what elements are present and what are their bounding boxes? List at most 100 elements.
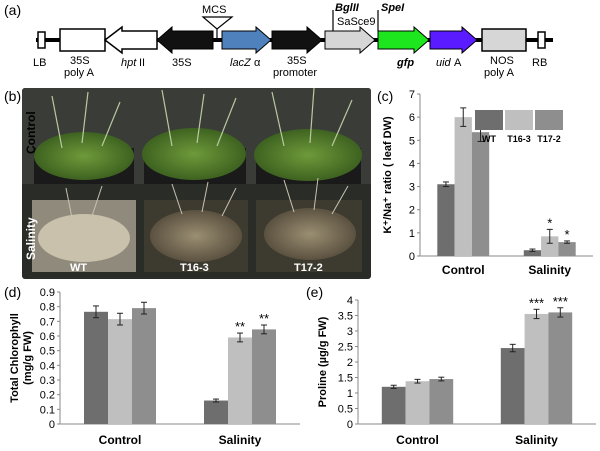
y-axis-label-line1: Total Chlorophyll <box>9 313 21 403</box>
lb-label: LB <box>33 57 46 69</box>
plant-photo-drawing <box>22 88 371 279</box>
category-label: Salinity <box>219 433 262 447</box>
y-axis-label: K⁺/Na⁺ ratio ( leaf DW) <box>382 116 394 234</box>
y-tick-label: 1 <box>347 388 353 400</box>
bar-t17-2-salinity <box>548 312 573 424</box>
bar-t17-2-control <box>471 132 490 256</box>
y-tick-label: 2.5 <box>338 342 353 354</box>
panel-letter-c: (c) <box>377 88 394 104</box>
mcs-marker <box>201 16 234 30</box>
legend-label-wt: WT <box>482 134 496 144</box>
hpt-arrow <box>103 25 158 55</box>
35s-promoter-label-line2: promoter <box>273 67 317 79</box>
gfp-arrow <box>377 25 430 55</box>
nos-label-line2: poly A <box>484 67 515 79</box>
chart-c: 0 1 2 3 4 5 6 7 Control * * Salinity K⁺/Na⁺ ratio ( … <box>382 89 593 277</box>
legend-label-t16-3: T16-3 <box>507 134 531 144</box>
y-tick-label: 7 <box>409 89 415 101</box>
significance-marker: * <box>547 215 552 230</box>
plant-photo: Control Salinity WT T16-3 T17-2 <box>22 88 371 279</box>
panel-letter-e: (e) <box>306 284 324 300</box>
y-tick-label: 0.7 <box>40 316 55 328</box>
y-axis-label: Proline (µg/g FW) <box>317 316 329 407</box>
35s-polya-label-line2: poly A <box>64 67 95 79</box>
mcs-label: MCS <box>202 4 226 16</box>
bar-wt-salinity <box>523 250 542 256</box>
y-tick-label: 1.5 <box>338 373 353 385</box>
lacz-label-italic: lacZ <box>230 57 252 69</box>
y-tick-label: 5 <box>409 135 415 147</box>
label-t16-3: T16-3 <box>180 262 209 274</box>
sasce9-label: SaSce9 <box>337 16 376 28</box>
lacz-arrow <box>221 25 272 55</box>
category-label: Salinity <box>515 433 558 447</box>
bar-t16-3-control <box>108 319 132 424</box>
bar-wt-control <box>437 184 455 256</box>
35s-promoter-arrow <box>271 25 323 55</box>
y-tick-label: 0.5 <box>40 346 55 358</box>
bar-t17-2-control <box>429 379 454 424</box>
panel-letter-a: (a) <box>4 2 22 18</box>
y-tick-label: 2 <box>347 357 353 369</box>
y-tick-label: 3 <box>347 326 353 338</box>
category-label: Control <box>442 263 485 277</box>
bar-t17-2-control <box>132 308 156 424</box>
significance-marker: * <box>565 227 570 242</box>
bar-wt-salinity <box>204 400 228 424</box>
category-label: Salinity <box>528 263 571 277</box>
gfp-label: gfp <box>396 57 414 69</box>
y-tick-label: 4 <box>409 158 415 170</box>
bglii-label: BglII <box>335 2 360 14</box>
uida-label-suffix: A <box>454 57 462 69</box>
y-tick-label: 0.3 <box>40 375 55 387</box>
y-tick-label: 2 <box>409 205 415 217</box>
construct-diagram: LB 35S poly A hpt II 35S MCS lacZ α 35S … <box>33 2 553 79</box>
bar-t17-2-salinity <box>558 242 576 256</box>
label-wt: WT <box>70 262 88 274</box>
y-tick-label: 0.5 <box>338 404 353 416</box>
y-tick-label: 6 <box>409 112 415 124</box>
bar-t16-3-salinity <box>541 236 559 256</box>
legend-swatch-t17-2 <box>535 110 563 130</box>
y-tick-label: 3.5 <box>338 311 353 323</box>
chart-e: 0 0.5 1 1.5 2 2.5 3 3.5 4 Control *** *** Salinity Pr… <box>317 294 596 447</box>
panel-letter-b: (b) <box>4 88 22 104</box>
uida-label-italic: uid <box>436 57 452 69</box>
y-tick-label: 0 <box>409 251 415 263</box>
y-axis-label-line2: (mg/g FW) <box>22 331 34 385</box>
y-tick-label: 4 <box>347 295 353 307</box>
bar-t16-3-salinity <box>524 313 549 424</box>
35s-label: 35S <box>172 57 192 69</box>
y-tick-label: 0.6 <box>40 331 55 343</box>
nos-label-line1: NOS <box>490 55 514 67</box>
lb-border-box <box>37 31 46 49</box>
bar-wt-salinity <box>500 348 525 424</box>
y-tick-label: 0.2 <box>40 390 55 402</box>
y-tick-label: 3 <box>409 182 415 194</box>
legend-swatch-wt <box>475 110 503 130</box>
legend-label-t17-2: T17-2 <box>537 134 561 144</box>
bar-t17-2-salinity <box>252 329 276 424</box>
sasce9-arrow <box>324 25 376 55</box>
chart-d: 0 0.1 0.2 0.3 0.4 0.5 0.6 0.7 0.8 0.9 Control ** ** S… <box>9 287 300 447</box>
rb-border-box <box>537 31 546 49</box>
spei-label: SpeI <box>381 2 405 14</box>
35s-polya-box <box>59 28 106 52</box>
hpt-label-italic: hpt <box>121 57 137 69</box>
uida-arrow <box>429 25 478 55</box>
y-tick-label: 0.9 <box>40 287 55 299</box>
legend-swatch-t16-3 <box>505 110 533 130</box>
nos-polya-box <box>481 28 527 52</box>
hpt-label-suffix: II <box>139 57 145 69</box>
row-label-control: Control <box>24 111 38 154</box>
significance-marker: *** <box>529 295 544 310</box>
bar-wt-control <box>381 386 406 424</box>
y-tick-label: 0 <box>49 419 55 431</box>
y-tick-label: 0 <box>347 419 353 431</box>
35s-promoter-label-line1: 35S <box>287 55 307 67</box>
panel-letter-d: (d) <box>4 284 22 300</box>
y-tick-label: 0.8 <box>40 302 55 314</box>
category-label: Control <box>99 433 142 447</box>
bar-t16-3-control <box>454 117 472 256</box>
y-tick-label: 1 <box>409 228 415 240</box>
